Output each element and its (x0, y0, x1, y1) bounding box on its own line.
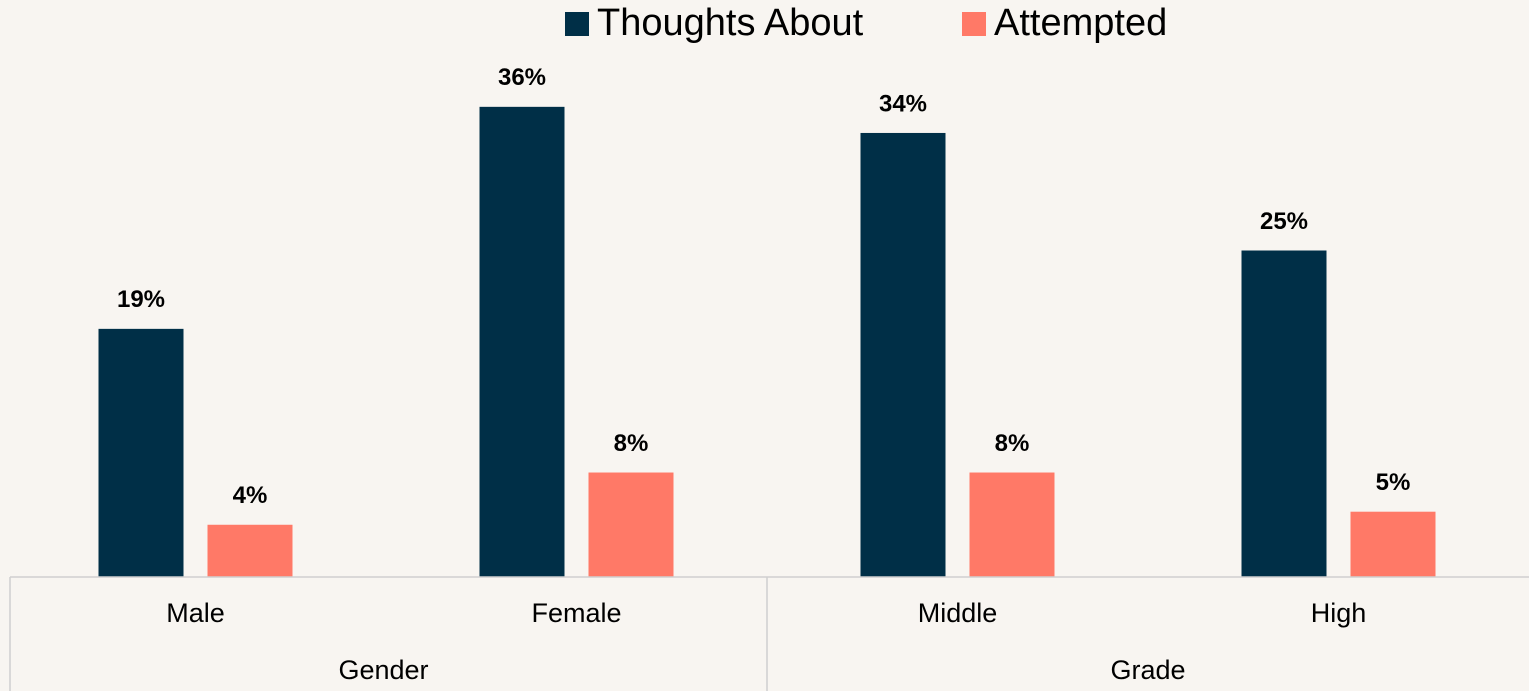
bar (479, 106, 565, 577)
bar (1241, 250, 1327, 577)
group-label: Gender (338, 655, 428, 685)
bar (1350, 511, 1436, 577)
bar (969, 472, 1055, 577)
legend-swatch (565, 12, 589, 36)
bar (207, 524, 293, 577)
bar (588, 472, 674, 577)
value-label: 8% (995, 430, 1030, 457)
legend-swatch (962, 12, 986, 36)
value-label: 19% (117, 286, 165, 313)
group-label: Grade (1110, 655, 1185, 685)
category-label: Male (166, 598, 225, 628)
category-label: Middle (918, 598, 998, 628)
value-label: 5% (1376, 469, 1411, 496)
bar (98, 328, 184, 577)
category-label: Female (531, 598, 621, 628)
value-label: 36% (498, 64, 546, 91)
legend-label: Thoughts About (597, 2, 864, 44)
legend-label: Attempted (994, 2, 1167, 44)
value-label: 8% (614, 430, 649, 457)
value-label: 25% (1260, 208, 1308, 235)
bar (860, 132, 946, 577)
value-label: 34% (879, 90, 927, 117)
value-label: 4% (233, 482, 268, 509)
category-label: High (1311, 598, 1367, 628)
